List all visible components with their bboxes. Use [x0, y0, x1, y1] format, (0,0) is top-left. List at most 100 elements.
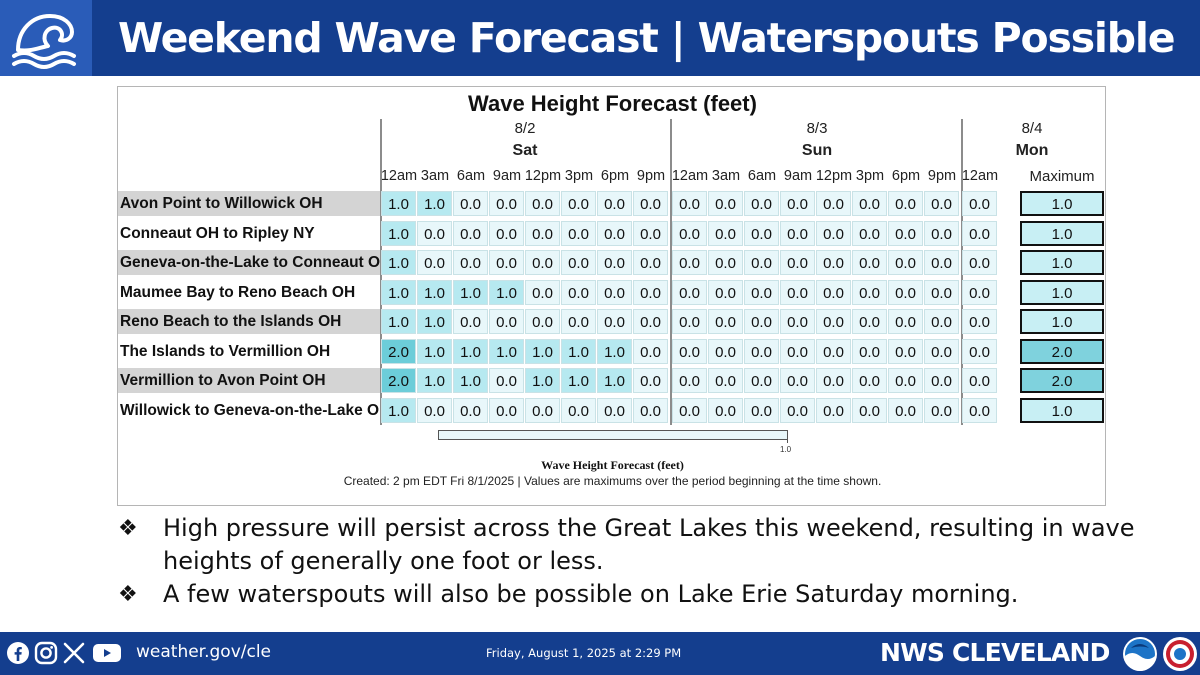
zone-label: Willowick to Geneva-on-the-Lake OH [120, 401, 380, 419]
bullet-list: ❖ High pressure will persist across the … [118, 512, 1178, 611]
youtube-icon[interactable] [92, 641, 122, 665]
wave-height-cell: 0.0 [924, 397, 959, 423]
wave-height-cell: 1.0 [417, 191, 452, 216]
wave-height-cell: 0.0 [708, 279, 743, 305]
brand-name: NWS CLEVELAND [880, 638, 1110, 667]
footer-bar: weather.gov/cle Friday, August 1, 2025 a… [0, 632, 1200, 675]
wave-height-cell: 0.0 [633, 397, 668, 423]
wave-height-cell: 1.0 [525, 368, 560, 393]
wave-height-cell: 1.0 [381, 220, 416, 246]
time-header: 3am [420, 168, 450, 184]
wave-height-cell: 1.0 [597, 368, 632, 393]
wave-height-cell: 1.0 [561, 338, 596, 364]
wave-height-cell: 0.0 [708, 250, 743, 275]
wave-height-cell: 0.0 [453, 397, 488, 423]
wave-height-cell: 0.0 [453, 220, 488, 246]
forecast-title: Wave Height Forecast (feet) [468, 91, 757, 116]
wave-height-cell: 0.0 [780, 220, 815, 246]
wave-height-cell: 0.0 [888, 368, 923, 393]
bullet-item: ❖ High pressure will persist across the … [118, 512, 1178, 578]
bullet-diamond-icon: ❖ [118, 582, 138, 607]
wave-height-cell: 0.0 [561, 220, 596, 246]
wave-height-cell: 0.0 [962, 220, 997, 246]
x-icon[interactable] [62, 641, 86, 665]
bullet-item: ❖ A few waterspouts will also be possibl… [118, 578, 1178, 611]
zone-label: Geneva-on-the-Lake to Conneaut OH [118, 250, 380, 275]
wave-height-cell: 0.0 [525, 250, 560, 275]
day-date-sun: 8/3 [806, 120, 828, 137]
bullet-text: High pressure will persist across the Gr… [163, 514, 1135, 575]
wave-height-cell: 0.0 [633, 279, 668, 305]
wave-height-cell: 1.0 [453, 368, 488, 393]
wave-height-cell: 0.0 [708, 397, 743, 423]
wave-height-cell: 0.0 [708, 309, 743, 334]
zone-label: Conneaut OH to Ripley NY [120, 224, 315, 242]
wave-height-cell: 0.0 [708, 368, 743, 393]
wave-height-cell: 1.0 [381, 250, 416, 275]
facebook-icon[interactable] [6, 641, 30, 665]
wave-height-cell: 0.0 [816, 397, 851, 423]
wave-height-cell: 1.0 [417, 279, 452, 305]
wave-height-cell: 0.0 [780, 191, 815, 216]
max-wave-cell: 2.0 [1020, 338, 1104, 364]
wave-height-cell: 1.0 [525, 338, 560, 364]
time-header: 3pm [564, 168, 594, 184]
max-wave-cell: 1.0 [1020, 397, 1104, 423]
wave-height-cell: 0.0 [962, 250, 997, 275]
time-header: 9am [492, 168, 522, 184]
wave-height-cell: 0.0 [672, 338, 707, 364]
wave-height-cell: 0.0 [816, 309, 851, 334]
wave-height-cell: 0.0 [888, 279, 923, 305]
wave-height-cell: 0.0 [888, 309, 923, 334]
wave-height-cell: 0.0 [962, 279, 997, 305]
time-header: 6am [456, 168, 486, 184]
wave-height-cell: 0.0 [561, 309, 596, 334]
wave-height-cell: 0.0 [780, 250, 815, 275]
wave-height-cell: 0.0 [525, 191, 560, 216]
wave-height-cell: 0.0 [417, 397, 452, 423]
max-wave-cell: 1.0 [1020, 220, 1104, 246]
wave-height-cell: 0.0 [744, 279, 779, 305]
wave-height-cell: 1.0 [561, 368, 596, 393]
time-header: 12am [671, 168, 709, 184]
wave-height-cell: 0.0 [561, 191, 596, 216]
legend-tick-value: 1.0 [780, 445, 792, 454]
day-name-mon: Mon [1015, 142, 1049, 159]
wave-height-cell: 2.0 [381, 368, 416, 393]
wave-height-cell: 0.0 [924, 250, 959, 275]
wave-height-cell: 0.0 [924, 338, 959, 364]
wave-height-cell: 0.0 [453, 309, 488, 334]
wave-height-cell: 0.0 [633, 220, 668, 246]
wave-height-cell: 0.0 [816, 220, 851, 246]
wave-height-cell: 0.0 [525, 220, 560, 246]
bullet-diamond-icon: ❖ [118, 516, 138, 541]
day-separator [670, 119, 672, 425]
day-name-sat: Sat [512, 142, 538, 159]
wave-height-cell: 0.0 [672, 397, 707, 423]
wave-height-cell: 1.0 [489, 279, 524, 305]
wave-height-cell: 1.0 [417, 309, 452, 334]
max-wave-cell: 2.0 [1020, 368, 1104, 393]
wave-height-cell: 1.0 [489, 338, 524, 364]
wave-height-cell: 0.0 [633, 250, 668, 275]
wave-height-cell: 0.0 [888, 338, 923, 364]
wave-height-cell: 0.0 [672, 309, 707, 334]
website-link[interactable]: weather.gov/cle [136, 642, 272, 662]
wave-height-cell: 0.0 [924, 309, 959, 334]
wave-height-cell: 0.0 [962, 368, 997, 393]
wave-height-cell: 0.0 [888, 250, 923, 275]
wave-height-cell: 0.0 [744, 397, 779, 423]
nws-logo-icon [1163, 637, 1197, 671]
wave-height-cell: 0.0 [816, 338, 851, 364]
wave-height-cell: 0.0 [888, 397, 923, 423]
zone-label: Avon Point to Willowick OH [118, 191, 380, 216]
wave-height-cell: 0.0 [633, 309, 668, 334]
bullet-text: A few waterspouts will also be possible … [163, 580, 1019, 608]
zone-label: Maumee Bay to Reno Beach OH [120, 283, 356, 301]
wave-height-cell: 1.0 [381, 309, 416, 334]
instagram-icon[interactable] [34, 641, 58, 665]
wave-height-cell: 0.0 [780, 368, 815, 393]
wave-height-cell: 0.0 [489, 220, 524, 246]
wave-height-cell: 0.0 [924, 191, 959, 216]
zone-label: The Islands to Vermillion OH [120, 342, 331, 360]
